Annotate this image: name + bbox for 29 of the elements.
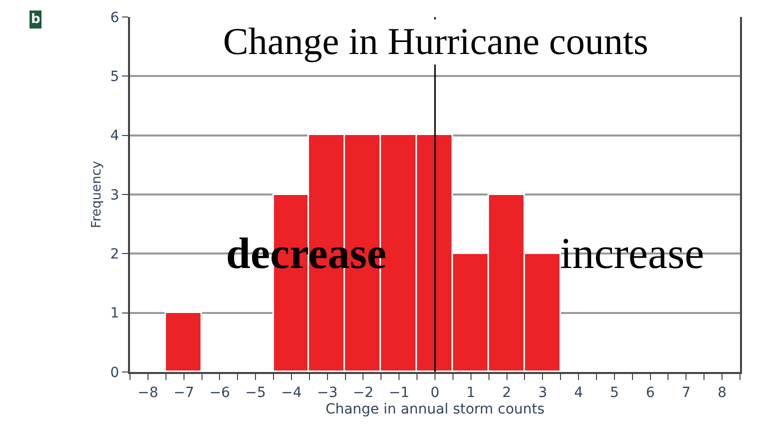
x-tick-label: −2 — [352, 384, 374, 401]
x-tick-label: −5 — [245, 384, 266, 401]
y-tick-label: 6 — [110, 10, 120, 26]
x-tick-label: −1 — [388, 384, 410, 401]
x-tick-label: −3 — [317, 384, 338, 401]
x-tick-label: 6 — [646, 384, 655, 401]
x-tick-label: 8 — [718, 384, 727, 401]
y-tick-label: 4 — [110, 128, 120, 144]
x-tick-label: 5 — [610, 384, 619, 401]
y-tick-label: 1 — [110, 306, 120, 322]
x-tick-label: 7 — [682, 384, 691, 401]
y-tick-label: 5 — [110, 69, 120, 86]
y-tick-label: 2 — [110, 246, 120, 263]
x-tick-label: −4 — [281, 384, 302, 401]
text: b — [31, 12, 40, 27]
y-tick-label: 0 — [110, 364, 120, 381]
x-tick-label: 0 — [430, 384, 440, 401]
x-tick-label: 2 — [502, 384, 512, 401]
chart-title: Change in Hurricane counts — [223, 21, 648, 63]
annotation: increase — [560, 229, 704, 278]
x-tick-label: 4 — [574, 384, 584, 401]
x-tick-label: 3 — [538, 384, 548, 401]
y-tick-label: 3 — [110, 187, 120, 204]
x-tick-label: −8 — [138, 384, 158, 401]
x-tick-label: 1 — [466, 384, 476, 401]
y-axis-title: Frequency — [90, 160, 105, 228]
x-axis-title: Change in annual storm counts — [325, 402, 545, 418]
x-tick-label: −6 — [209, 384, 230, 401]
x-tick-label: −7 — [174, 384, 194, 401]
